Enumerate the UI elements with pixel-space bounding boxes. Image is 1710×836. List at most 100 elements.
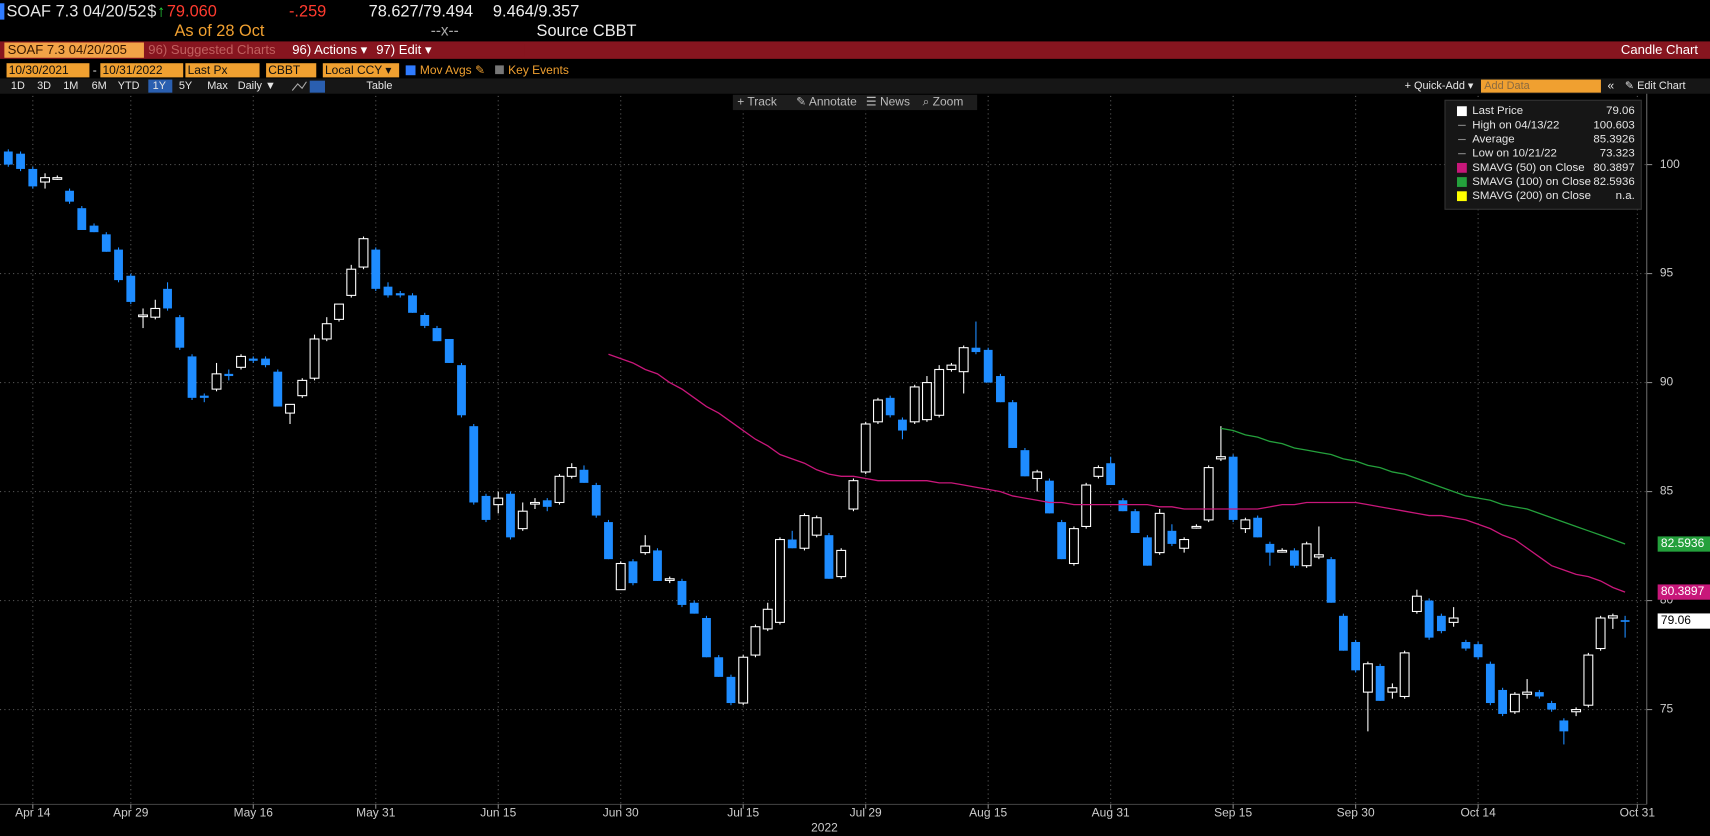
- currency-select[interactable]: [322, 63, 400, 78]
- x-tick-label: Oct 31: [1620, 805, 1656, 819]
- candle-body: [909, 386, 920, 423]
- key-events[interactable]: Key Events: [508, 63, 569, 77]
- candle-body: [1167, 530, 1177, 544]
- candle-body: [408, 295, 417, 313]
- candle-body: [150, 307, 161, 318]
- legend-label: Low on 10/21/22: [1472, 148, 1557, 160]
- table-button[interactable]: Table: [366, 80, 392, 92]
- x-tick-label: May 16: [234, 805, 274, 819]
- period-button[interactable]: 5Y: [179, 80, 193, 92]
- candle-body: [1179, 538, 1190, 549]
- candle-body: [811, 517, 822, 536]
- candle-body: [3, 151, 13, 165]
- candle-body: [738, 656, 749, 704]
- candle-body: [1057, 522, 1067, 560]
- legend-value: 85.3926: [1593, 134, 1634, 146]
- end-date-field[interactable]: [100, 63, 184, 78]
- candle-body: [285, 403, 295, 414]
- candle-body: [346, 268, 357, 296]
- candle-body: [946, 364, 957, 371]
- x-tick-label: Sep 15: [1214, 805, 1252, 819]
- candle-body: [211, 373, 222, 390]
- candle-body: [1203, 467, 1214, 521]
- period-button[interactable]: Max: [207, 80, 228, 92]
- actions-menu[interactable]: 96) Actions ▾: [292, 42, 367, 57]
- candle-body: [958, 347, 969, 373]
- chart-kind: Candle Chart: [1621, 42, 1698, 57]
- legend-value: 73.323: [1600, 148, 1635, 160]
- candle-body: [1424, 600, 1434, 638]
- candle-body: [860, 423, 871, 473]
- candle-body: [1215, 456, 1226, 460]
- legend-swatch: [1456, 162, 1467, 173]
- period-button[interactable]: 1Y: [153, 80, 167, 92]
- candle-body: [358, 238, 369, 268]
- period-button[interactable]: 3D: [37, 80, 51, 92]
- candle-body: [371, 249, 381, 289]
- candle-body: [1277, 549, 1288, 553]
- edit-chart[interactable]: ✎ Edit Chart: [1625, 80, 1686, 92]
- edit-menu[interactable]: 97) Edit ▾: [376, 42, 432, 57]
- candle-body: [762, 608, 773, 630]
- mov-avgs[interactable]: Mov Avgs ✎: [420, 63, 485, 77]
- legend-swatch: [1456, 177, 1467, 187]
- candle-body: [506, 493, 515, 538]
- candle-body: [1130, 511, 1140, 533]
- candle-body: [1461, 641, 1471, 649]
- yield: 9.464/9.357: [493, 2, 579, 20]
- candle-body: [187, 356, 197, 398]
- collapse[interactable]: «: [1607, 78, 1614, 92]
- candle-body: [1118, 500, 1128, 512]
- field-select[interactable]: [185, 63, 260, 78]
- candle-body: [530, 501, 540, 505]
- candle-body: [1547, 703, 1557, 710]
- period-button[interactable]: Daily ▼: [238, 80, 276, 92]
- candle-body: [1313, 554, 1324, 558]
- tool-button[interactable]: ⌕ Zoom: [923, 95, 964, 109]
- style-icon[interactable]: [309, 80, 325, 93]
- x-tick-label: Jun 15: [480, 805, 516, 819]
- candle-body: [554, 475, 565, 504]
- candle-body: [1253, 517, 1263, 538]
- candle-body: [138, 314, 148, 318]
- tool-button[interactable]: ☰ News: [866, 95, 910, 109]
- period-button[interactable]: 6M: [92, 80, 107, 92]
- start-date-field[interactable]: [6, 63, 90, 78]
- candle-body: [848, 480, 859, 510]
- mov-avgs-checkbox[interactable]: [405, 65, 416, 76]
- security-marker: [0, 3, 5, 20]
- candle-body: [824, 535, 834, 579]
- period-bar: [0, 78, 1710, 94]
- legend: Last Price 79.06 High on 04/13/22 100.603 Av…: [1456, 105, 1635, 202]
- candle-body: [1509, 693, 1520, 713]
- candle-body: [836, 549, 847, 578]
- price-tag: [1657, 584, 1710, 600]
- candle-body: [309, 338, 320, 379]
- period-button[interactable]: 1D: [11, 80, 25, 92]
- candle-body: [28, 168, 38, 187]
- chart-icon[interactable]: [291, 81, 307, 91]
- date-dash: -: [93, 63, 97, 77]
- security-field[interactable]: [4, 42, 144, 58]
- suggested-charts[interactable]: 96) Suggested Charts: [148, 42, 276, 57]
- period-button[interactable]: 1M: [63, 80, 78, 92]
- price-change: -.259: [289, 2, 326, 20]
- tool-button[interactable]: ✎ Annotate: [796, 95, 857, 109]
- candle-body: [566, 467, 577, 477]
- candle-body: [334, 303, 344, 320]
- candle-body: [1351, 641, 1361, 671]
- key-events-checkbox[interactable]: [495, 65, 504, 75]
- source-select[interactable]: [266, 63, 317, 78]
- period-button[interactable]: YTD: [118, 80, 140, 92]
- x-tick-label: Apr 29: [113, 805, 149, 819]
- quick-add[interactable]: + Quick-Add ▾: [1405, 80, 1474, 92]
- add-data-field[interactable]: [1480, 79, 1601, 93]
- price-tag-label: 82.5936: [1661, 536, 1705, 550]
- candle-body: [1020, 450, 1030, 477]
- candle-body: [1068, 528, 1079, 565]
- x-tick-label: Jul 29: [850, 805, 882, 819]
- source: Source CBBT: [537, 22, 637, 40]
- tool-button[interactable]: + Track: [737, 95, 778, 109]
